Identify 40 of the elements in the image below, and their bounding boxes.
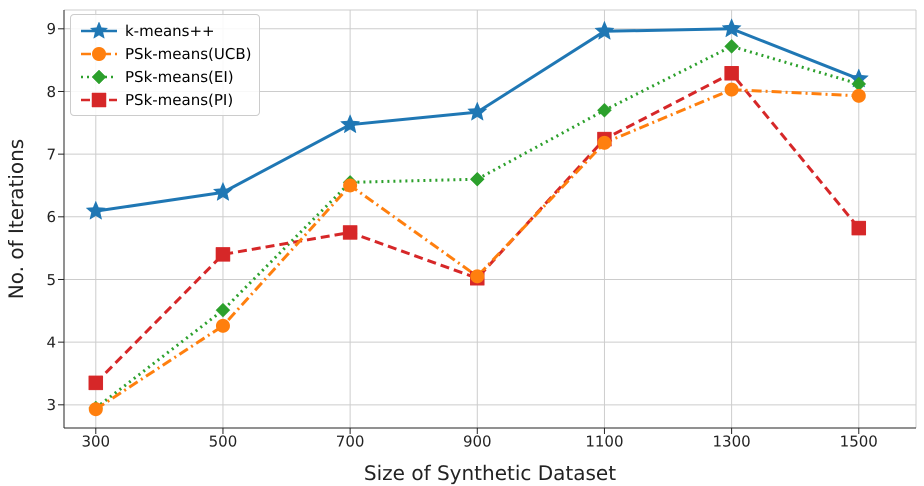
point: [216, 318, 230, 333]
x-tick-label: 500: [208, 432, 238, 451]
point: [852, 220, 866, 236]
point: [724, 39, 739, 54]
x-axis-title: Size of Synthetic Dataset: [364, 461, 616, 485]
x-tick-label: 900: [462, 432, 492, 451]
y-tick-label: 4: [46, 333, 56, 352]
point: [468, 102, 488, 120]
y-tick-label: 5: [46, 270, 56, 289]
point: [597, 136, 612, 150]
y-axis-title: No. of Iterations: [4, 138, 28, 300]
point: [216, 247, 230, 262]
point: [343, 178, 358, 192]
point: [340, 114, 360, 134]
legend-label: PSk-means(UCB): [125, 44, 252, 62]
x-tick-label: 300: [81, 432, 110, 451]
point: [88, 376, 104, 390]
x-tick-label: 700: [336, 432, 364, 451]
point: [216, 302, 230, 318]
point: [724, 66, 739, 81]
point: [86, 200, 106, 220]
y-tick-label: 9: [46, 20, 56, 38]
x-tick-label: 1100: [585, 432, 624, 451]
point: [213, 182, 233, 201]
point: [722, 18, 742, 38]
point: [470, 172, 485, 186]
y-tick-label: 6: [46, 208, 56, 226]
y-tick-label: 3: [46, 396, 56, 414]
x-tick-label: 1300: [712, 432, 751, 451]
point: [597, 103, 612, 118]
x-tick-label: 1500: [840, 432, 878, 451]
point: [724, 82, 739, 97]
point: [342, 225, 358, 240]
legend-label: PSk-means(PI): [125, 90, 234, 108]
point: [594, 21, 614, 40]
y-tick-label: 7: [46, 145, 56, 164]
legend-label: PSk-means(EI): [125, 68, 234, 86]
y-tick-label: 8: [46, 82, 56, 101]
point: [852, 88, 866, 103]
legend-label: k-means++: [125, 22, 215, 40]
